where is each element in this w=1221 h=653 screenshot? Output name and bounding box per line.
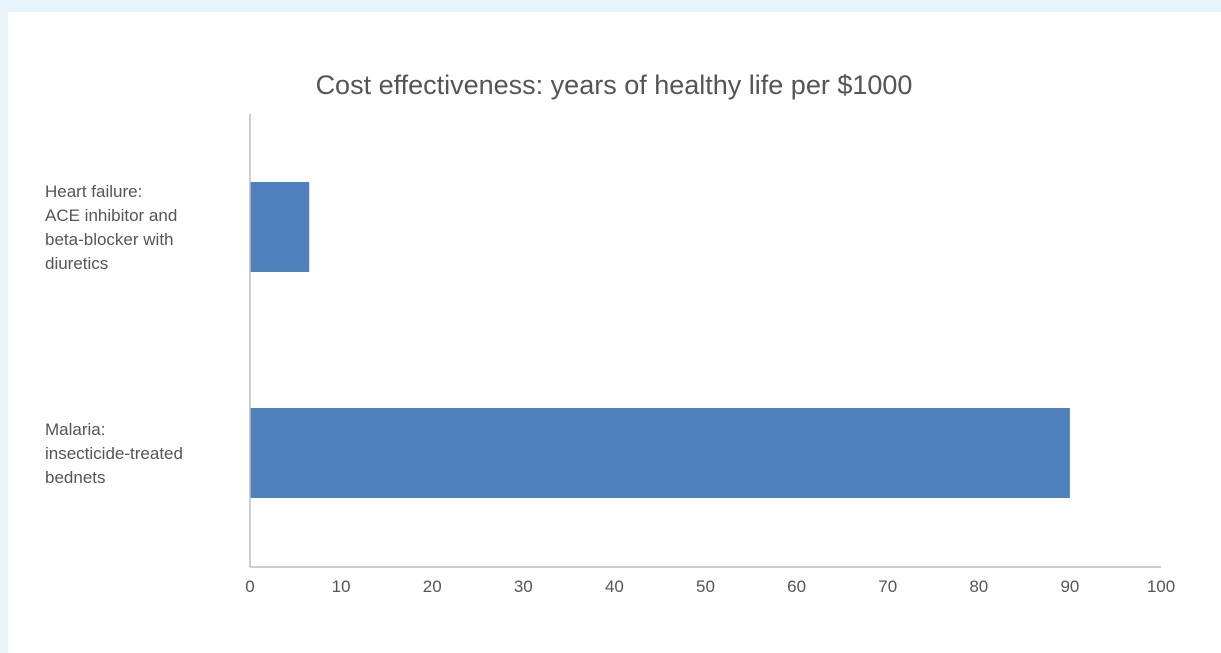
category-label-0: Heart failure: ACE inhibitor and beta-bloc… (45, 182, 177, 273)
category-label-line: Malaria: (45, 420, 105, 439)
x-tick-label-0: 0 (245, 577, 254, 596)
category-label-line: diuretics (45, 254, 108, 273)
category-label-line: Heart failure: (45, 182, 142, 201)
chart-card: Cost effectiveness: years of healthy lif… (8, 12, 1221, 653)
x-tick-label-8: 80 (969, 577, 988, 596)
category-label-line: insecticide-treated (45, 444, 183, 463)
x-tick-label-5: 50 (696, 577, 715, 596)
x-tick-label-6: 60 (787, 577, 806, 596)
x-tick-label-9: 90 (1060, 577, 1079, 596)
category-label-1: Malaria: insecticide-treated bednets (45, 420, 183, 487)
x-tick-label-1: 10 (332, 577, 351, 596)
category-label-line: ACE inhibitor and (45, 206, 177, 225)
x-tick-label-10: 100 (1147, 577, 1175, 596)
x-tick-label-7: 70 (878, 577, 897, 596)
category-labels: Heart failure: ACE inhibitor and beta-bloc… (45, 182, 183, 487)
bars (250, 182, 1070, 498)
x-tick-labels: 0 10 20 30 40 50 60 70 80 90 100 (245, 577, 1175, 596)
bar-chart: Cost effectiveness: years of healthy lif… (45, 70, 1175, 596)
x-tick-label-3: 30 (514, 577, 533, 596)
bar-1 (250, 408, 1070, 498)
chart-title: Cost effectiveness: years of healthy lif… (316, 70, 913, 100)
category-label-line: bednets (45, 468, 106, 487)
x-tick-label-2: 20 (423, 577, 442, 596)
x-tick-label-4: 40 (605, 577, 624, 596)
bar-0 (250, 182, 310, 272)
category-label-line: beta-blocker with (45, 230, 174, 249)
